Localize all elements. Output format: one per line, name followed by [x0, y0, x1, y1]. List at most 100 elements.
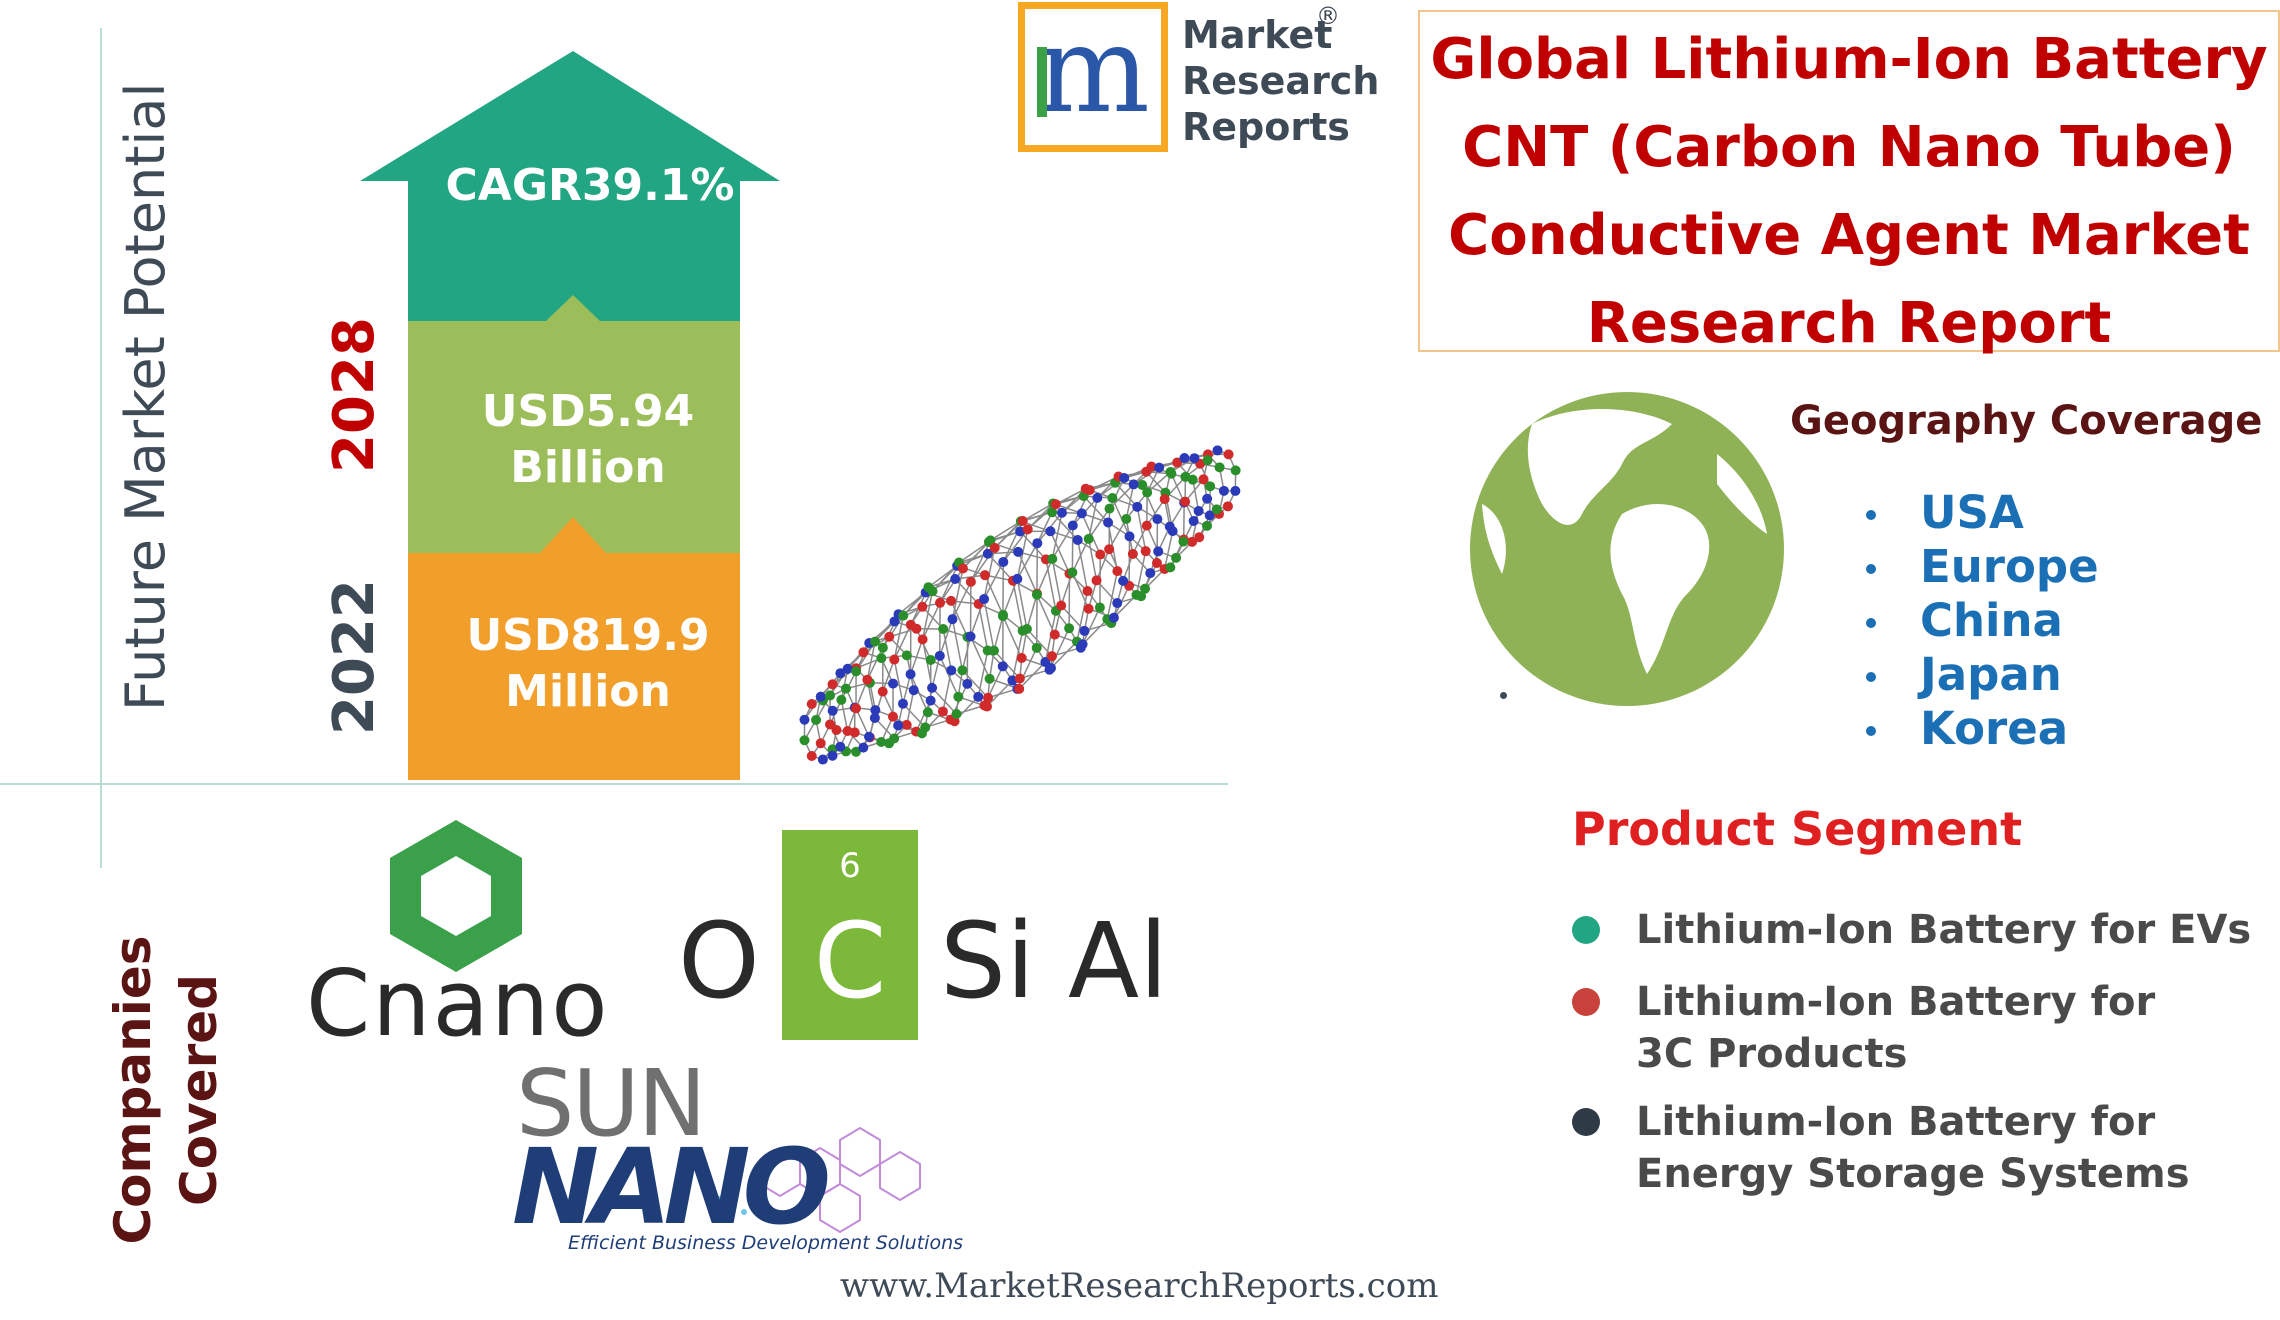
- region-bullet-2: [1866, 564, 1876, 574]
- nanotube-atom: [990, 543, 1000, 553]
- nanotube-atom: [1084, 604, 1094, 614]
- segment-evs: Lithium-Ion Battery for EVs: [1636, 904, 2251, 956]
- nanotube-atom: [870, 713, 880, 723]
- nanotube-atom: [799, 735, 809, 745]
- nanotube-atom: [825, 719, 835, 729]
- nanotube-bond: [943, 670, 951, 711]
- companies-covered-label: Companies Covered: [100, 860, 240, 1320]
- nanotube-atom: [1178, 537, 1188, 547]
- sunnano-nano: NANO: [512, 1126, 823, 1248]
- nanotube-atom: [1015, 674, 1025, 684]
- nanotube-atom: [889, 655, 899, 665]
- nanotube-atom: [1032, 643, 1042, 653]
- nanotube-bond: [1027, 595, 1037, 629]
- nanotube-atom: [828, 751, 838, 761]
- segment-dot-3c: [1572, 988, 1600, 1016]
- nanotube-atom: [998, 611, 1008, 621]
- nanotube-atom: [966, 631, 976, 641]
- globe-icon: [1462, 384, 1792, 714]
- nanotube-atom: [1230, 486, 1240, 496]
- nanotube-atom: [1194, 532, 1204, 542]
- logo-accent: [1037, 47, 1047, 117]
- segment-ess: Lithium-Ion Battery for Energy Storage S…: [1636, 1096, 2190, 1200]
- nanotube-atom: [1165, 467, 1175, 477]
- nanotube-bond: [867, 648, 883, 680]
- nanotube-atom: [909, 685, 919, 695]
- nanotube-atom: [958, 564, 968, 574]
- nanotube-atom: [825, 690, 835, 700]
- carbon-nanotube-illustration: [790, 420, 1260, 780]
- value-2028-line1: USD5.94: [408, 384, 768, 440]
- nanotube-atom: [1171, 553, 1181, 563]
- region-japan: Japan: [1920, 648, 2062, 701]
- segment-3c-line2: 3C Products: [1636, 1028, 2155, 1080]
- ocsial-c-number: 6: [782, 846, 918, 886]
- market-research-reports-logo: m: [1018, 2, 1168, 152]
- nanotube-atom: [878, 643, 888, 653]
- nanotube-atom: [1224, 449, 1234, 459]
- nanotube-bond: [952, 619, 962, 670]
- nanotube-atom: [946, 665, 956, 675]
- nanotube-atom: [1165, 562, 1175, 572]
- nanotube-atom: [1202, 521, 1212, 531]
- nanotube-atom: [1083, 586, 1093, 596]
- logo-wordmark: Market Research Reports: [1182, 12, 1379, 150]
- companies-line2: Covered: [166, 860, 232, 1320]
- nanotube-atom: [1014, 684, 1024, 694]
- nanotube-atom: [902, 650, 912, 660]
- nanotube-atom: [926, 696, 936, 706]
- nanotube-bond: [1037, 595, 1055, 635]
- nanotube-atom: [1213, 445, 1223, 455]
- nanotube-atom: [1180, 472, 1190, 482]
- segment-3c: Lithium-Ion Battery for 3C Products: [1636, 976, 2155, 1080]
- nanotube-atom: [935, 651, 945, 661]
- nanotube-atom: [906, 669, 916, 679]
- nanotube-atom: [1105, 504, 1115, 514]
- value-2028: USD5.94 Billion: [408, 384, 768, 496]
- nanotube-atom: [1125, 531, 1135, 541]
- nanotube-atom: [1047, 554, 1057, 564]
- nanotube-atom: [1092, 575, 1102, 585]
- region-bullet-4: [1866, 672, 1876, 682]
- nanotube-atom: [1142, 488, 1152, 498]
- nanotube-atom: [1032, 590, 1042, 600]
- nanotube-atom: [1017, 653, 1027, 663]
- vertical-divider: [100, 28, 102, 868]
- nanotube-atom: [1067, 567, 1077, 577]
- nanotube-atom: [1212, 504, 1222, 514]
- nanotube-atom: [927, 683, 937, 693]
- segment-ess-line2: Energy Storage Systems: [1636, 1148, 2190, 1200]
- nanotube-atom: [1142, 521, 1152, 531]
- footer-url: www.MarketResearchReports.com: [840, 1266, 1438, 1306]
- nanotube-atom: [1018, 516, 1028, 526]
- nanotube-atom: [950, 574, 960, 584]
- logo-line3: Reports: [1182, 104, 1379, 150]
- title-line4: Research Report: [1420, 280, 2278, 368]
- region-korea: Korea: [1920, 702, 2068, 755]
- geography-heading: Geography Coverage: [1790, 398, 2262, 444]
- nanotube-atom: [843, 664, 853, 674]
- nanotube-atom: [811, 715, 821, 725]
- region-usa: USA: [1920, 486, 2024, 539]
- nanotube-atom: [1104, 544, 1114, 554]
- nanotube-atom: [888, 712, 898, 722]
- nanotube-atom: [983, 693, 993, 703]
- nanotube-atom: [1119, 473, 1129, 483]
- nanotube-atom: [998, 557, 1008, 567]
- nanotube-atom: [918, 634, 928, 644]
- horizontal-divider: [0, 783, 1228, 785]
- nanotube-atom: [906, 620, 916, 630]
- product-segment-heading: Product Segment: [1572, 802, 2022, 856]
- nanotube-atom: [1022, 624, 1032, 634]
- nanotube-atom: [1051, 499, 1061, 509]
- cnano-logo-text: Cnano: [306, 950, 610, 1057]
- nanotube-atom: [923, 707, 933, 717]
- region-bullet-1: [1866, 510, 1876, 520]
- nanotube-atom: [1103, 518, 1113, 528]
- ocsial-c-box: 6 C: [782, 830, 918, 1040]
- nanotube-atom: [807, 751, 817, 761]
- nanotube-atom: [1179, 453, 1189, 463]
- nanotube-atom: [1068, 520, 1078, 530]
- cagr-text: CAGR39.1%: [440, 160, 740, 211]
- nanotube-atom: [1215, 462, 1225, 472]
